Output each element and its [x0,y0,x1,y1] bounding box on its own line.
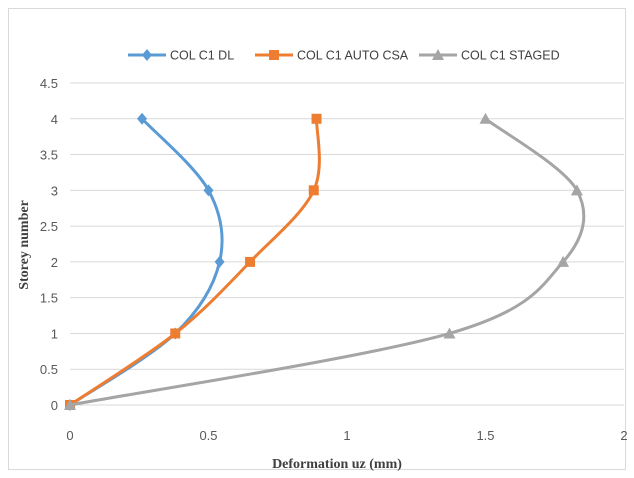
data-point [137,112,148,125]
chart-frame [8,8,626,470]
x-tick-label: 0.5 [199,428,217,443]
x-tick-label: 0 [66,428,73,443]
data-point [170,328,181,339]
data-point [203,184,214,197]
series-3 [64,112,586,410]
data-point [214,255,225,268]
data-point [443,327,456,339]
legend: COL C1 DL COL C1 AUTO CSA COL C1 STAGED [128,49,560,63]
legend-label: COL C1 STAGED [461,49,560,63]
series-lines [64,112,586,411]
y-tick-label: 1 [51,326,58,341]
legend-item: COL C1 STAGED [419,49,560,63]
y-tick-label: 2.5 [40,219,58,234]
data-point [570,184,583,196]
legend-swatch-marker [142,49,152,61]
x-tick-label: 2 [620,428,627,443]
y-tick-label: 4.5 [40,76,58,91]
grid-lines [70,82,624,406]
data-point [64,399,76,410]
y-tick-label: 0.5 [40,362,58,377]
legend-item: COL C1 AUTO CSA [255,49,409,63]
y-tick-label: 1.5 [40,291,58,306]
series-line [68,117,321,407]
y-tick-label: 0 [51,398,58,413]
tick-labels: 0 0.5 1 1.5 2 2.5 3 3.5 4 4.5 0 0.5 1 1.5 2 [40,76,628,443]
y-tick-label: 2 [51,255,58,270]
y-tick-label: 3.5 [40,148,58,163]
legend-swatch-marker [269,50,279,60]
legend-label: COL C1 DL [170,49,234,63]
y-axis-title: Storey number [17,200,32,290]
series-line [68,117,586,407]
x-axis-title: Deformation uz (mm) [272,457,402,472]
data-point [557,255,570,267]
legend-swatch-marker [432,49,444,60]
data-point [245,256,256,267]
data-point [308,185,319,196]
data-point [311,113,322,124]
data-point [479,112,492,124]
x-tick-label: 1.5 [476,428,494,443]
y-tick-label: 3 [51,183,58,198]
legend-item: COL C1 DL [128,49,234,63]
x-tick-label: 1 [343,428,350,443]
y-tick-label: 4 [51,112,58,127]
legend-label: COL C1 AUTO CSA [297,49,409,63]
